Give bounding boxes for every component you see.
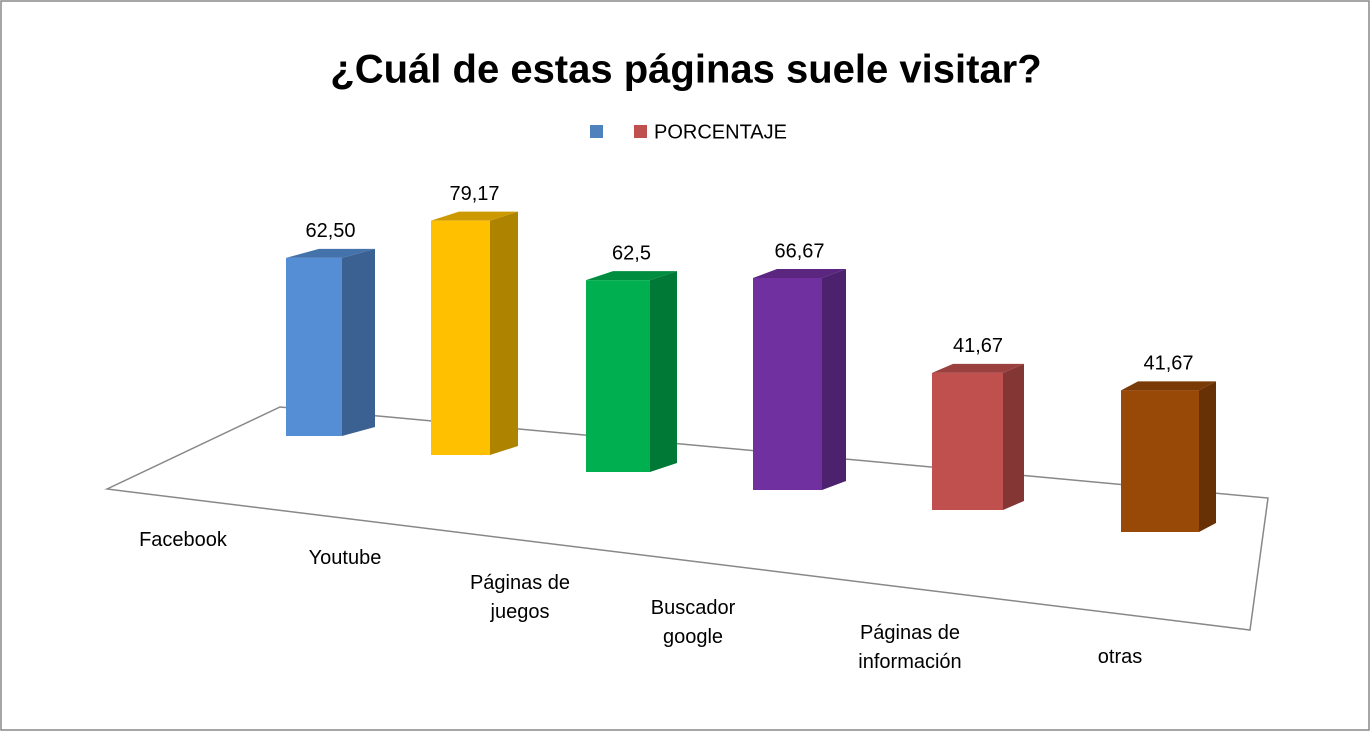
- value-label: 41,67: [953, 335, 1003, 357]
- bar-front: [932, 372, 1003, 510]
- legend-label: PORCENTAJE: [654, 121, 787, 143]
- value-label: 62,50: [305, 220, 355, 242]
- bar-top: [586, 271, 677, 281]
- bar-front: [586, 280, 650, 472]
- bar-top: [932, 363, 1024, 373]
- bar: [753, 268, 846, 490]
- bar: [431, 211, 518, 455]
- bar: [586, 271, 677, 472]
- value-label: 62,5: [612, 242, 651, 264]
- x-tick-label: Youtube: [308, 547, 382, 569]
- x-tick-label: Páginas de información: [858, 622, 962, 673]
- bar-side: [1199, 381, 1216, 532]
- value-label: 66,67: [774, 240, 824, 262]
- x-tick-label: otras: [1097, 646, 1143, 668]
- bar-front: [1121, 390, 1199, 532]
- bar-front: [431, 220, 490, 455]
- bar-top: [753, 268, 846, 278]
- value-label: 41,67: [1143, 353, 1193, 375]
- bar-front: [753, 277, 822, 490]
- bar: [286, 248, 375, 436]
- floor: [104, 406, 1269, 631]
- bar-side: [822, 268, 846, 490]
- x-tick-label: Páginas de juegos: [469, 572, 571, 623]
- legend-marker: [590, 125, 603, 138]
- bar-top: [431, 211, 518, 221]
- bar-side: [1003, 363, 1024, 510]
- value-label: 79,17: [449, 183, 499, 205]
- x-tick-label: Facebook: [139, 529, 227, 551]
- bar-top: [286, 248, 375, 258]
- bar-side: [342, 248, 375, 436]
- x-tick-label: Buscador google: [650, 597, 736, 648]
- bar: [932, 363, 1024, 510]
- bar: [1121, 381, 1216, 532]
- bar-side: [490, 211, 518, 455]
- legend-marker: [634, 125, 647, 138]
- bar-front: [286, 257, 342, 436]
- chart-title: ¿Cuál de estas páginas suele visitar?: [330, 48, 1041, 92]
- bar-top: [1121, 381, 1216, 391]
- bar-side: [650, 271, 677, 472]
